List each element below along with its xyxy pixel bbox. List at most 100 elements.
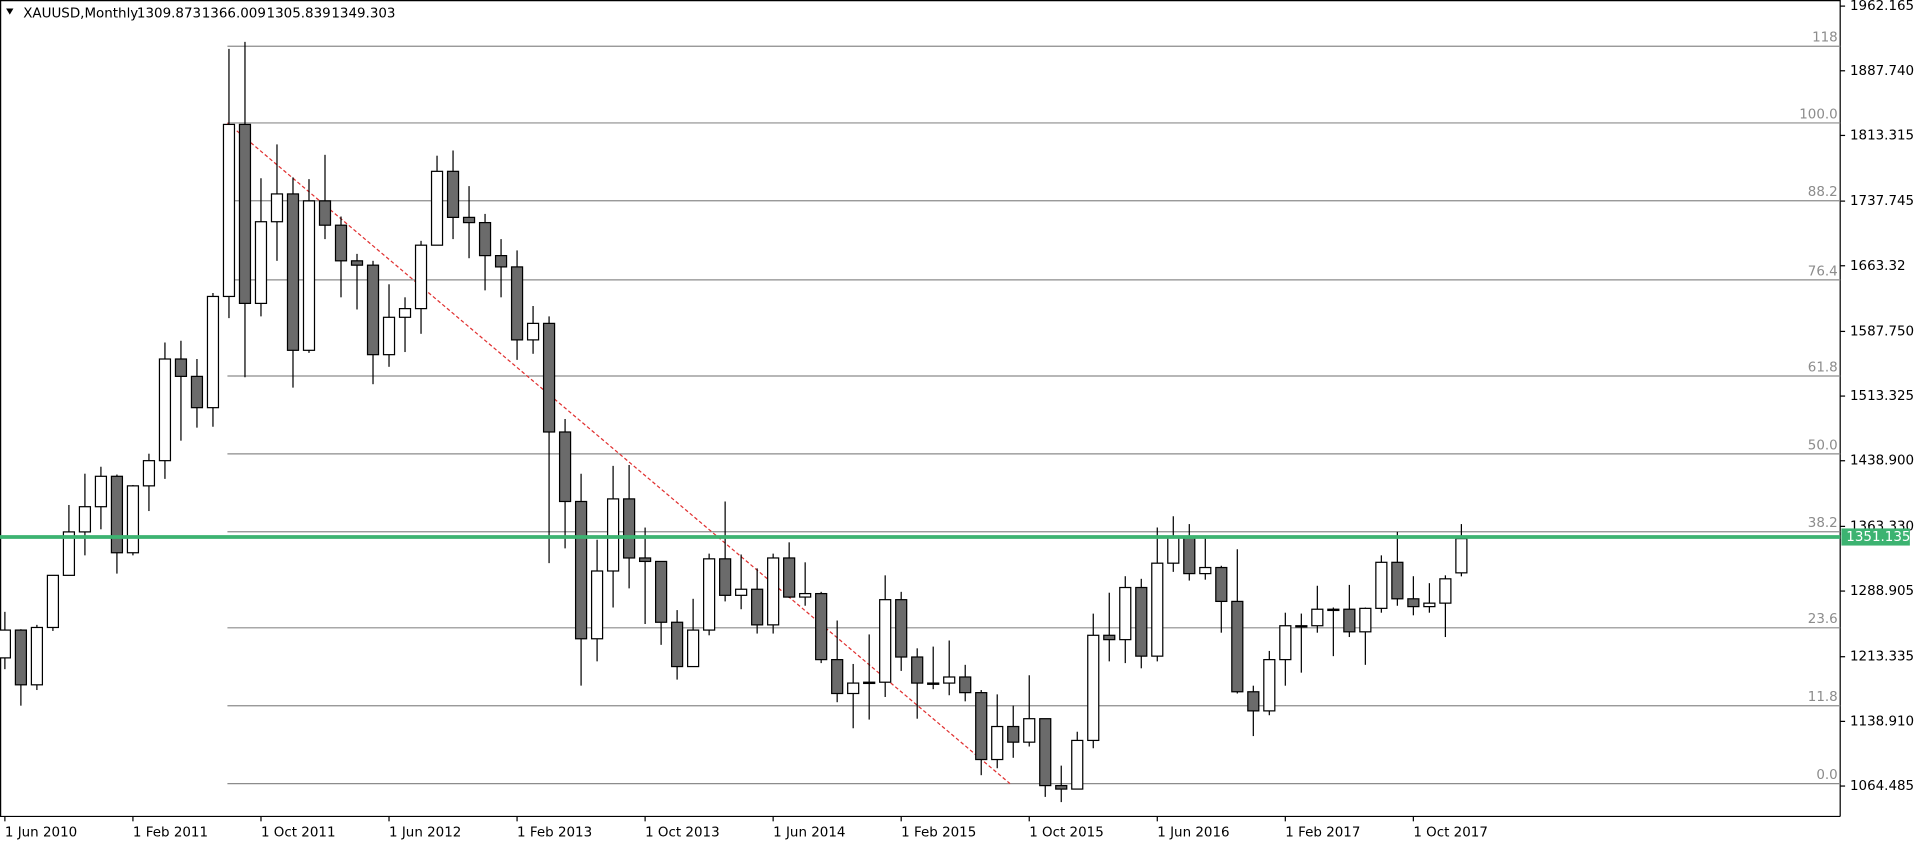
candle-body (767, 557, 780, 626)
candle-body (110, 475, 124, 554)
y-tick-label: 1962.165 (1850, 0, 1914, 14)
x-tick-label: 1 Feb 2011 (133, 825, 208, 840)
candle-body (783, 557, 796, 598)
candle-body (943, 676, 956, 684)
candle-body (238, 123, 252, 305)
candle-body (1215, 566, 1228, 603)
fib-label: 11.8 (1808, 690, 1838, 705)
y-tick-label: 1138.910 (1850, 714, 1914, 729)
candle-body (558, 431, 572, 503)
candle-body (1087, 634, 1100, 742)
header-high: 1366.009 (202, 6, 266, 21)
candle-body (1199, 566, 1212, 575)
candle-body (895, 599, 908, 658)
candle-body (94, 475, 108, 508)
hline-label-box (1841, 528, 1910, 546)
candle-body (430, 170, 444, 246)
x-tick-label: 1 Feb 2013 (517, 825, 592, 840)
chart-title: XAUUSD,Monthly (23, 6, 138, 21)
candle-body (1167, 536, 1180, 564)
candle-body (959, 676, 972, 694)
candle-body (687, 629, 700, 668)
candle-body (478, 221, 492, 257)
y-tick-label: 1587.750 (1850, 324, 1914, 339)
y-tick-label: 1663.32 (1850, 259, 1906, 274)
candle-body (991, 725, 1004, 761)
candle-body (174, 358, 188, 377)
fib-label: 0.0 (1816, 768, 1837, 783)
x-tick-label: 1 Oct 2013 (645, 825, 720, 840)
candle-body (703, 558, 716, 631)
candle-body (1055, 784, 1068, 790)
y-tick-label: 1813.315 (1850, 128, 1914, 143)
candle-body (270, 193, 284, 223)
candle-body (462, 216, 476, 224)
candle-body (1359, 607, 1372, 633)
fib-label: 50.0 (1808, 438, 1838, 453)
candle-body (30, 626, 44, 686)
fib-label: 38.2 (1808, 516, 1838, 531)
candle-body (1375, 561, 1388, 609)
candle-body (1103, 634, 1116, 641)
candle-body (542, 322, 556, 433)
candle-body (831, 659, 844, 695)
fib-label: 23.6 (1808, 612, 1838, 627)
candle-body (494, 255, 508, 268)
candle-body (62, 531, 76, 576)
candle-body (975, 692, 988, 761)
header-low: 1305.839 (267, 6, 331, 21)
x-tick-label: 1 Feb 2015 (901, 825, 976, 840)
x-tick-label: 1 Jun 2010 (5, 825, 77, 840)
x-tick-label: 1 Jun 2016 (1157, 825, 1229, 840)
candle-body (446, 170, 460, 218)
candle-body (1279, 625, 1292, 661)
x-tick-label: 1 Oct 2015 (1029, 825, 1104, 840)
candle-body (222, 123, 236, 298)
candle-body (414, 244, 428, 310)
y-tick-label: 1737.745 (1850, 194, 1914, 209)
candle-body (1071, 739, 1084, 790)
candle-body (1039, 718, 1052, 787)
candle-body (126, 485, 140, 554)
header-close: 1349.303 (331, 6, 395, 21)
candle-body (302, 200, 316, 351)
candle-body (847, 682, 860, 695)
x-tick-label: 1 Jun 2012 (389, 825, 461, 840)
candle-body (927, 682, 940, 685)
candle-body (1135, 586, 1148, 657)
y-tick-label: 1288.905 (1850, 584, 1914, 599)
candle-body (14, 629, 28, 686)
menu-triangle (6, 8, 14, 15)
x-tick-label: 1 Oct 2011 (261, 825, 336, 840)
candle-body (1119, 586, 1132, 641)
candle-body (398, 307, 412, 318)
fib-label: 100.0 (1799, 107, 1837, 122)
y-tick-label: 1513.325 (1850, 389, 1914, 404)
candle-body (1391, 561, 1404, 600)
candle-body (366, 264, 380, 356)
candle-body (350, 260, 364, 266)
candle-body (190, 375, 204, 409)
candle-body (1423, 602, 1436, 608)
candle-body (799, 592, 812, 598)
candle-body (911, 656, 924, 684)
candle-body (671, 621, 684, 668)
candle-body (751, 588, 764, 626)
header-open: 1309.873 (137, 6, 201, 21)
fib-label: 118 (1812, 31, 1838, 46)
candle-body (574, 500, 588, 640)
candle-body (1007, 725, 1020, 743)
candle-body (526, 322, 540, 341)
candle-body (1247, 691, 1260, 712)
candle-body (654, 560, 668, 623)
candle-body (1231, 600, 1244, 693)
candles (0, 41, 1468, 803)
y-tick-label: 1213.335 (1850, 650, 1914, 665)
candle-body (1327, 608, 1340, 612)
candle-body (1151, 562, 1164, 657)
y-tick-label: 1064.485 (1850, 779, 1914, 794)
candle-body (0, 629, 12, 659)
candle-body (815, 592, 828, 661)
